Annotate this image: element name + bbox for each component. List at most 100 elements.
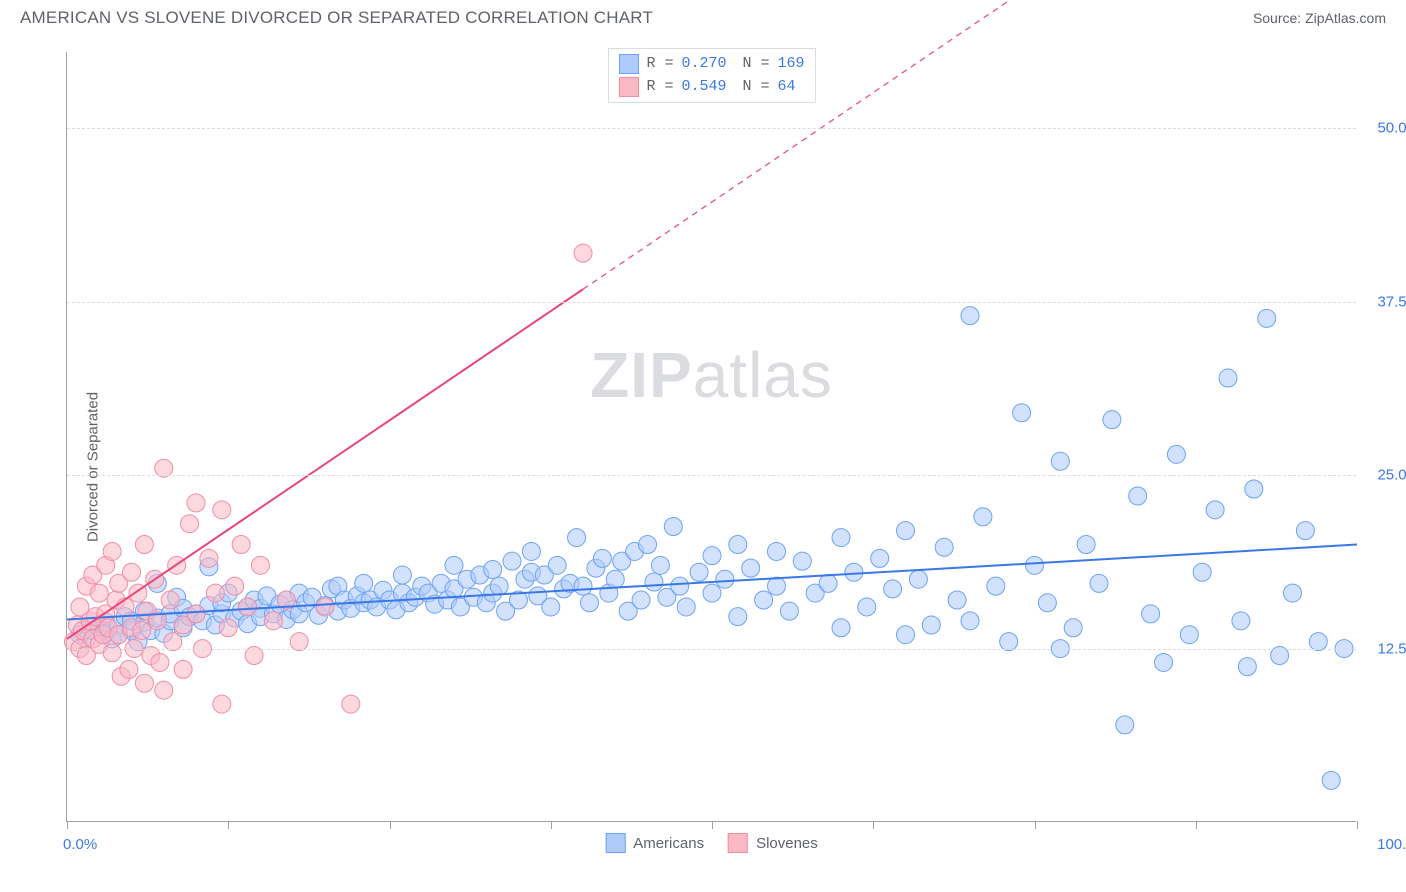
- data-point: [522, 542, 540, 560]
- r-value: 0.549: [681, 76, 726, 99]
- data-point: [213, 501, 231, 519]
- data-point: [703, 584, 721, 602]
- data-point: [716, 570, 734, 588]
- data-point: [606, 570, 624, 588]
- data-point: [1284, 584, 1302, 602]
- data-point: [1103, 411, 1121, 429]
- data-point: [1077, 536, 1095, 554]
- data-point: [935, 538, 953, 556]
- gridline: [67, 128, 1356, 129]
- data-point: [120, 660, 138, 678]
- chart-title: AMERICAN VS SLOVENE DIVORCED OR SEPARATE…: [20, 8, 653, 28]
- x-tick: [228, 821, 229, 829]
- source-link[interactable]: ZipAtlas.com: [1305, 10, 1386, 26]
- data-point: [645, 573, 663, 591]
- data-point: [490, 577, 508, 595]
- data-point: [922, 616, 940, 634]
- data-point: [961, 612, 979, 630]
- gridline: [67, 649, 1356, 650]
- data-point: [845, 563, 863, 581]
- data-point: [548, 556, 566, 574]
- source-label: Source:: [1253, 10, 1301, 26]
- legend-swatch: [618, 54, 638, 74]
- data-point: [593, 549, 611, 567]
- data-point: [897, 522, 915, 540]
- x-tick: [67, 821, 68, 829]
- data-point: [729, 608, 747, 626]
- data-point: [961, 307, 979, 325]
- series-legend: Americans Slovenes: [605, 833, 818, 853]
- x-tick: [1357, 821, 1358, 829]
- data-point: [690, 563, 708, 581]
- data-point: [135, 674, 153, 692]
- data-point: [768, 542, 786, 560]
- data-point: [574, 244, 592, 262]
- data-point: [206, 584, 224, 602]
- legend-swatch: [605, 833, 625, 853]
- data-point: [1322, 771, 1340, 789]
- data-point: [780, 602, 798, 620]
- y-tick-label: 12.5%: [1364, 640, 1406, 657]
- legend-label: Slovenes: [756, 835, 818, 852]
- data-point: [316, 598, 334, 616]
- data-point: [832, 619, 850, 637]
- correlation-legend: R =0.270N =169R =0.549N = 64: [607, 48, 815, 103]
- data-point: [239, 598, 257, 616]
- data-point: [671, 577, 689, 595]
- data-point: [1090, 574, 1108, 592]
- data-point: [793, 552, 811, 570]
- source-attribution: Source: ZipAtlas.com: [1253, 10, 1386, 26]
- x-axis-min-label: 0.0%: [63, 836, 97, 853]
- data-point: [858, 598, 876, 616]
- data-point: [1051, 452, 1069, 470]
- y-tick-label: 37.5%: [1364, 293, 1406, 310]
- data-point: [1116, 716, 1134, 734]
- legend-row: R =0.549N = 64: [618, 76, 804, 99]
- chart-header: AMERICAN VS SLOVENE DIVORCED OR SEPARATE…: [0, 0, 1406, 28]
- data-point: [1296, 522, 1314, 540]
- legend-label: Americans: [633, 835, 704, 852]
- data-point: [1155, 653, 1173, 671]
- x-tick: [873, 821, 874, 829]
- data-point: [1180, 626, 1198, 644]
- data-point: [503, 552, 521, 570]
- data-point: [181, 515, 199, 533]
- n-value: 169: [778, 53, 805, 76]
- data-point: [264, 612, 282, 630]
- scatter-plot: ZIPatlas R =0.270N =169R =0.549N = 64 0.…: [66, 52, 1356, 822]
- data-point: [1206, 501, 1224, 519]
- data-point: [200, 549, 218, 567]
- data-point: [103, 542, 121, 560]
- data-point: [542, 598, 560, 616]
- data-point: [632, 591, 650, 609]
- legend-swatch: [728, 833, 748, 853]
- gridline: [67, 302, 1356, 303]
- data-point: [742, 559, 760, 577]
- data-point: [1232, 612, 1250, 630]
- y-tick-label: 50.0%: [1364, 120, 1406, 137]
- data-point: [768, 577, 786, 595]
- data-point: [1038, 594, 1056, 612]
- data-point: [897, 626, 915, 644]
- data-point: [232, 536, 250, 554]
- data-point: [755, 591, 773, 609]
- data-point: [1193, 563, 1211, 581]
- x-tick: [1035, 821, 1036, 829]
- data-point: [1245, 480, 1263, 498]
- data-point: [580, 594, 598, 612]
- chart-area: Divorced or Separated ZIPatlas R =0.270N…: [20, 42, 1386, 892]
- data-point: [1167, 445, 1185, 463]
- data-point: [174, 660, 192, 678]
- data-point: [213, 695, 231, 713]
- data-point: [1026, 556, 1044, 574]
- data-point: [1258, 309, 1276, 327]
- data-point: [445, 556, 463, 574]
- data-point: [187, 494, 205, 512]
- x-tick: [551, 821, 552, 829]
- data-point: [819, 574, 837, 592]
- data-point: [974, 508, 992, 526]
- x-tick: [1196, 821, 1197, 829]
- data-point: [884, 580, 902, 598]
- data-point: [1142, 605, 1160, 623]
- legend-swatch: [618, 77, 638, 97]
